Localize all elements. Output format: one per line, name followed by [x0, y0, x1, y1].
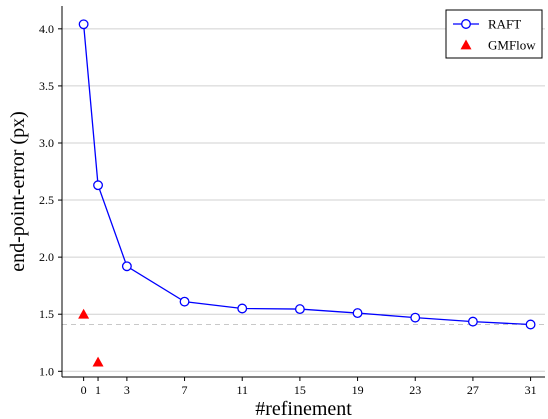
legend-item-raft: RAFT — [453, 17, 521, 32]
data-point — [410, 312, 421, 323]
x-tick-label: 27 — [467, 383, 479, 397]
data-point — [179, 296, 190, 307]
x-tick-label: 3 — [124, 383, 130, 397]
data-point — [237, 303, 248, 314]
data-point — [93, 180, 103, 191]
legend-box — [445, 9, 543, 59]
series-raft — [78, 19, 536, 330]
legend-label: RAFT — [488, 17, 521, 32]
data-point — [121, 261, 132, 272]
x-tick-label: 0 — [81, 383, 87, 397]
y-tick-label: 1.0 — [39, 364, 54, 378]
data-point — [78, 19, 89, 30]
x-tick-label: 23 — [409, 383, 421, 397]
x-tick-label: 1 — [95, 383, 101, 397]
series — [78, 19, 536, 367]
data-point — [78, 308, 90, 319]
data-point — [525, 319, 536, 330]
y-tick-label: 1.5 — [39, 307, 54, 321]
data-point — [467, 316, 478, 327]
legend-label: GMFlow — [488, 38, 536, 53]
series-line — [82, 24, 531, 326]
y-axis-title: end-point-error (px) — [7, 111, 29, 272]
data-point — [352, 308, 363, 319]
y-tick-label: 2.5 — [39, 193, 54, 207]
legend-marker — [461, 19, 471, 29]
axis-ticks: 1.0 1.5 2.0 2.5 3.0 3.5 4.0 0 1 3 7 11 15 19 23 27 31 — [39, 22, 537, 397]
y-tick-label: 2.0 — [39, 250, 54, 264]
legend: RAFT GMFlow — [445, 9, 543, 59]
legend-marker — [460, 39, 472, 50]
y-tick-label: 3.0 — [39, 136, 54, 150]
legend-item-gmflow: GMFlow — [460, 38, 536, 53]
y-tick-label: 4.0 — [39, 22, 54, 36]
x-tick-label: 19 — [352, 383, 364, 397]
x-tick-label: 7 — [182, 383, 188, 397]
grid-lines — [62, 28, 545, 372]
y-tick-label: 3.5 — [39, 79, 54, 93]
data-point — [92, 356, 104, 367]
x-tick-label: 15 — [294, 383, 306, 397]
series-gmflow — [78, 308, 104, 367]
x-axis-title: #refinement — [255, 398, 352, 419]
data-point — [294, 304, 305, 315]
x-tick-label: 31 — [525, 383, 537, 397]
axes — [61, 6, 545, 378]
x-tick-label: 11 — [236, 383, 248, 397]
